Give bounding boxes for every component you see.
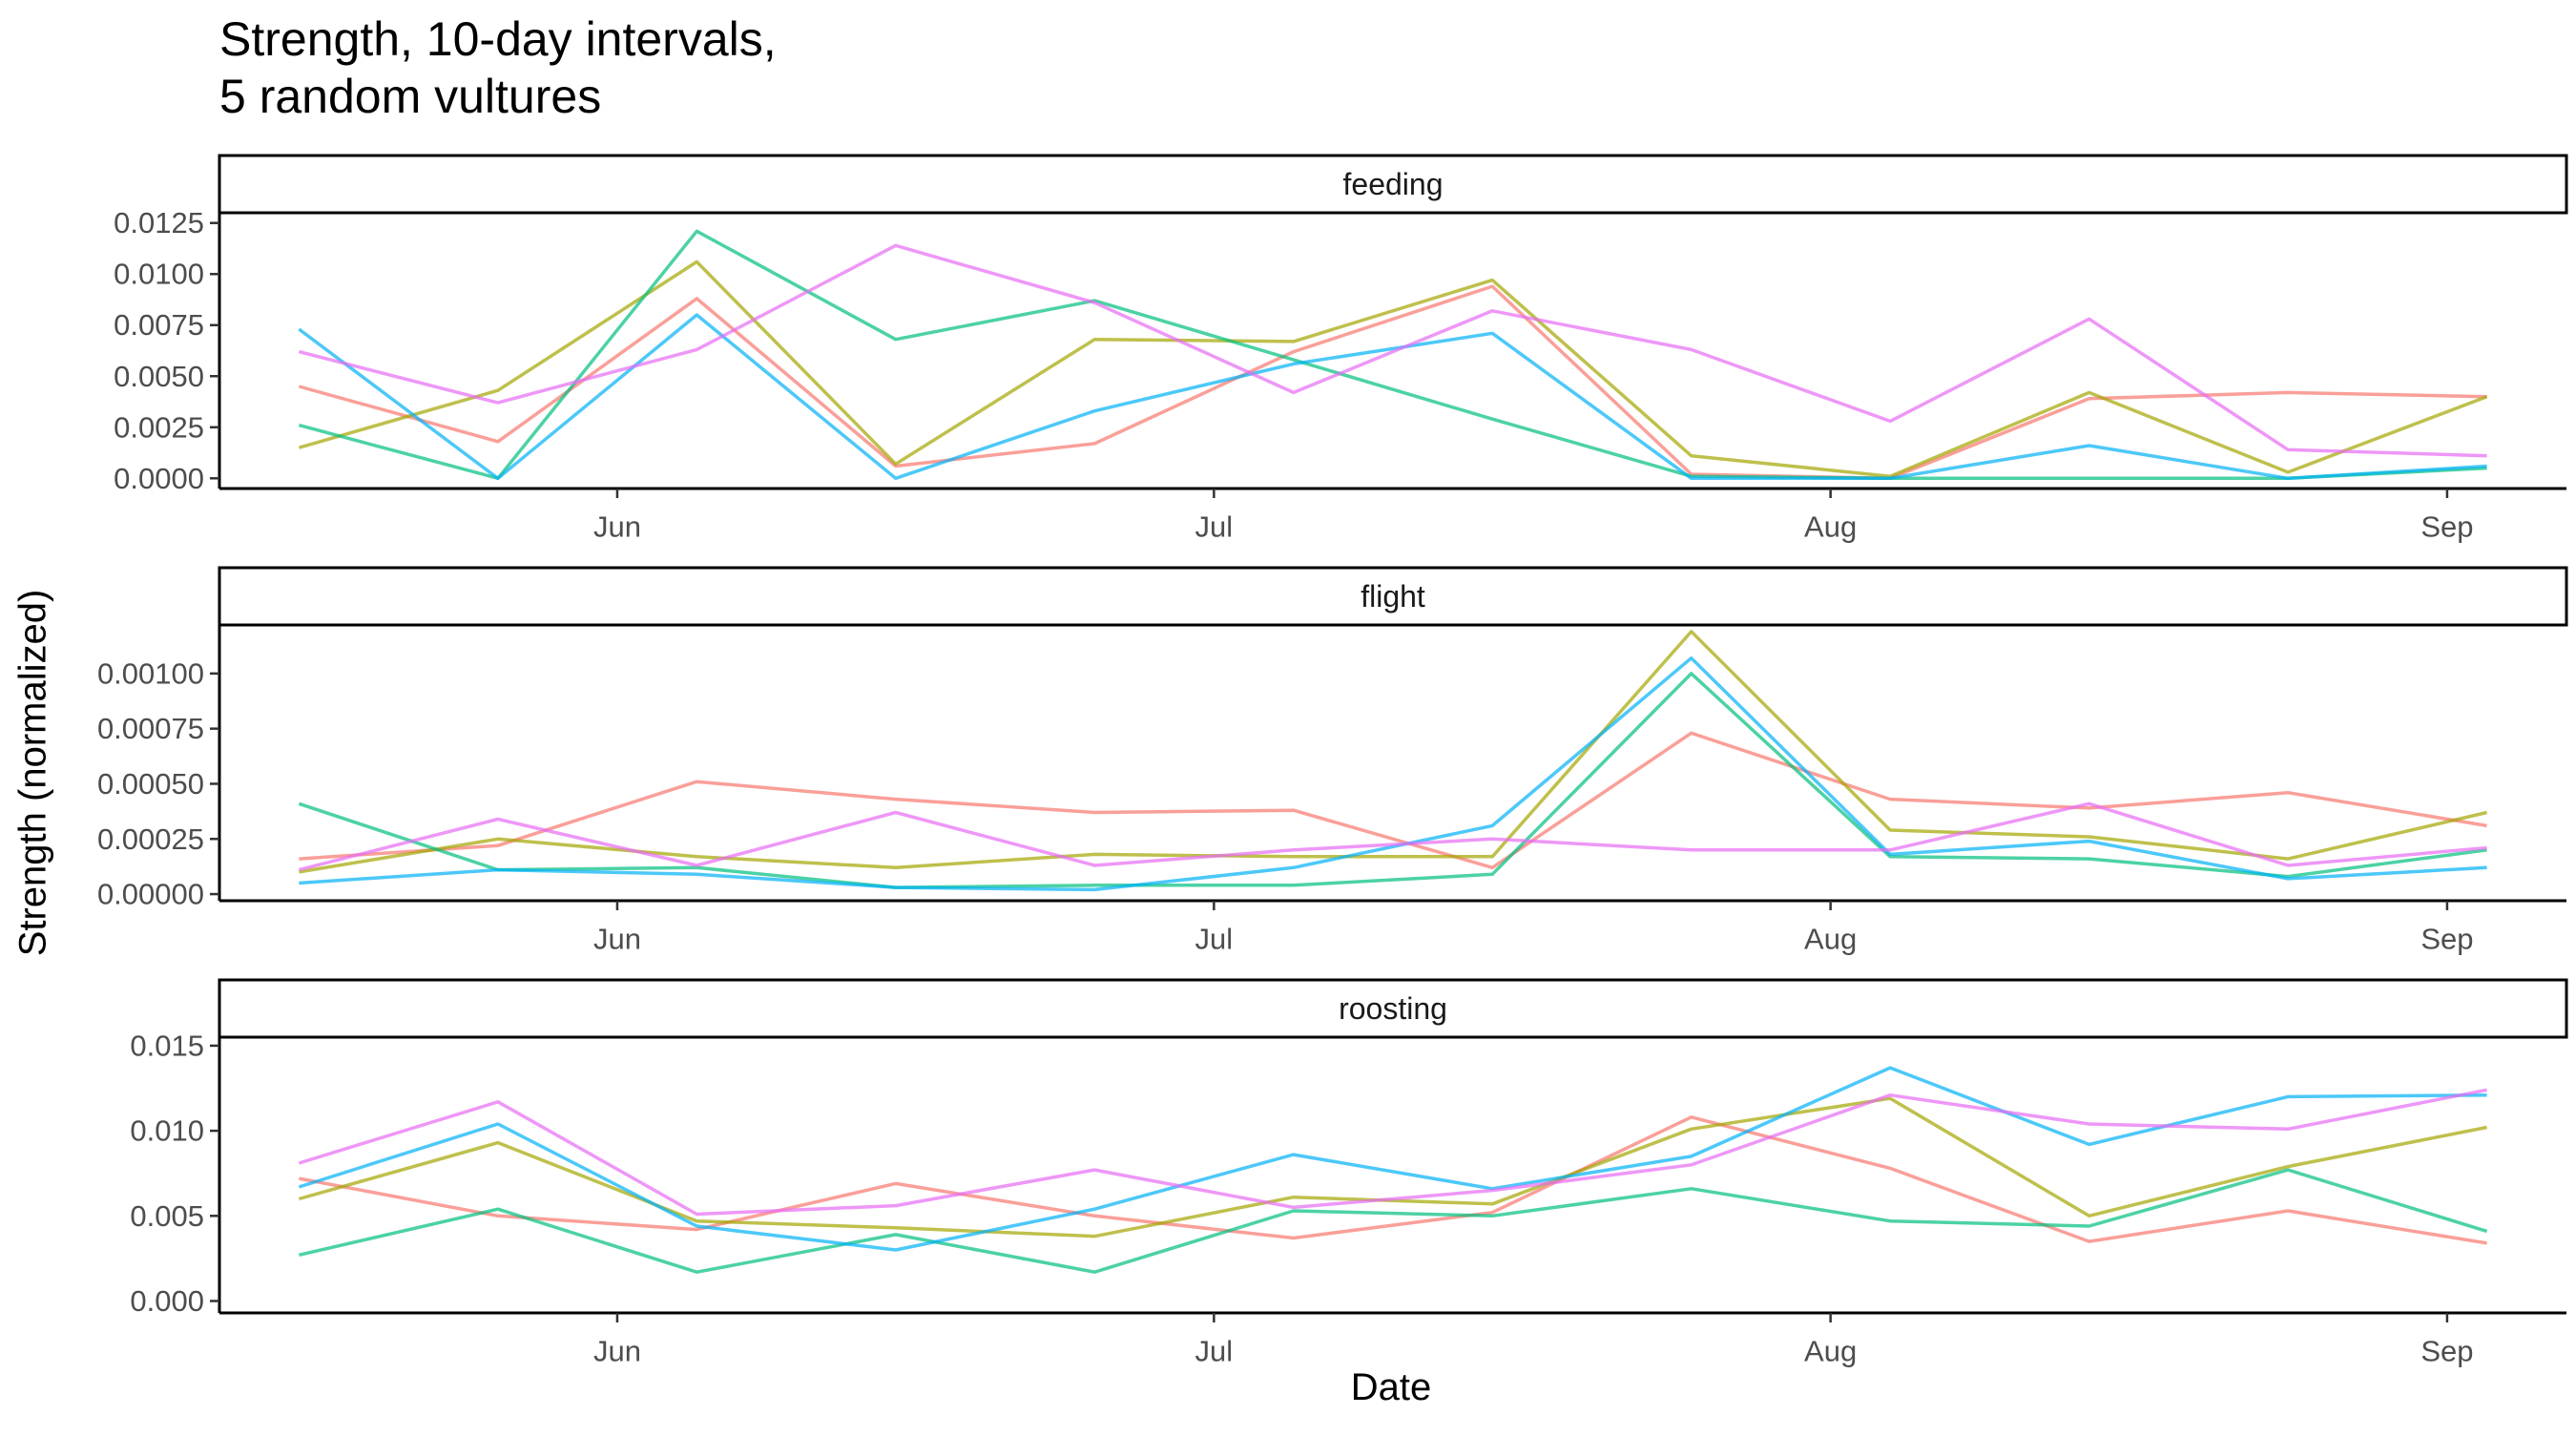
panel-flight-x-tick-label: Aug <box>1804 923 1857 956</box>
panel-roosting-y-tick-label: 0.015 <box>130 1029 204 1062</box>
panel-feeding-x-tick-label: Aug <box>1804 510 1857 544</box>
panel-roosting-series-line-2 <box>298 1096 2487 1238</box>
panel-flight-y-tick-label: 0.00000 <box>97 878 204 911</box>
panel-roosting-series-line-3 <box>299 1168 2488 1274</box>
panel-feeding-strip <box>218 154 2568 215</box>
x-axis-label: Date <box>1350 1366 1432 1408</box>
panel-feeding-series-line-1 <box>298 284 2487 481</box>
panel-feeding-y-tick-label: 0.0050 <box>114 360 204 393</box>
panel-feeding-series-line-3 <box>298 229 2487 481</box>
panel-roosting-x-tick-label: Jul <box>1195 1335 1234 1368</box>
panel-roosting-y-tick-label: 0.000 <box>130 1284 204 1318</box>
panel-feeding-y-tick-label: 0.0025 <box>114 410 204 444</box>
panel-flight-y-tick-label: 0.00050 <box>97 767 204 801</box>
panel-roosting-strip-label: roosting <box>1339 991 1447 1026</box>
panel-flight-x-tick-label: Jul <box>1195 923 1234 956</box>
panel-feeding-x-tick-label: Jun <box>593 510 641 544</box>
y-axis-label: Strength (normalized) <box>11 589 54 957</box>
panel-flight-strip-label: flight <box>1361 579 1425 614</box>
panel-feeding-series-line-2 <box>298 260 2488 478</box>
panel-roosting-x-tick-label: Aug <box>1804 1335 1857 1368</box>
panel-feeding-y-tick-label: 0.0075 <box>114 308 204 342</box>
panel-flight-y-tick-label: 0.00075 <box>97 712 204 745</box>
panel-feeding-y-tick-label: 0.0100 <box>114 258 204 291</box>
chart-title-line-1: Strength, 10-day intervals, <box>219 12 777 66</box>
panel-roosting-series-line-1 <box>299 1115 2487 1245</box>
panel-roosting-y-tick-label: 0.010 <box>130 1114 204 1148</box>
panel-flight-series-line-3 <box>298 672 2487 889</box>
panel-feeding-y-tick-label: 0.0125 <box>114 206 204 239</box>
panel-feeding-x-tick-label: Sep <box>2420 510 2473 544</box>
panel-flight-series-line-1 <box>299 731 2487 870</box>
panel-flight-x-tick-label: Sep <box>2420 923 2473 956</box>
panel-flight-y-tick-label: 0.00025 <box>97 822 204 856</box>
panel-roosting-x-tick-label: Sep <box>2420 1335 2473 1368</box>
panel-roosting-strip <box>218 978 2568 1039</box>
panel-feeding-series-line-4 <box>298 313 2487 481</box>
panel-roosting-series-line-5 <box>298 1088 2487 1217</box>
panel-roosting-y-tick-label: 0.005 <box>130 1199 204 1233</box>
panel-flight-series-line-4 <box>299 656 2487 892</box>
panel-flight-series-line-2 <box>299 630 2487 874</box>
panel-feeding-strip-label: feeding <box>1343 167 1444 201</box>
panel-flight-x-tick-label: Jun <box>593 923 641 956</box>
panel-flight-strip <box>218 566 2568 627</box>
panel-feeding-x-tick-label: Jul <box>1195 510 1234 544</box>
panel-flight-y-tick-label: 0.00100 <box>97 656 204 690</box>
panel-roosting-x-tick-label: Jun <box>593 1335 641 1368</box>
panel-flight-series-line-5 <box>298 801 2487 872</box>
panel-roosting-series-line-4 <box>298 1066 2487 1252</box>
panel-feeding-series-line-5 <box>298 243 2487 458</box>
chart-title-line-2: 5 random vultures <box>219 70 602 123</box>
panel-feeding-y-tick-label: 0.0000 <box>114 462 204 495</box>
